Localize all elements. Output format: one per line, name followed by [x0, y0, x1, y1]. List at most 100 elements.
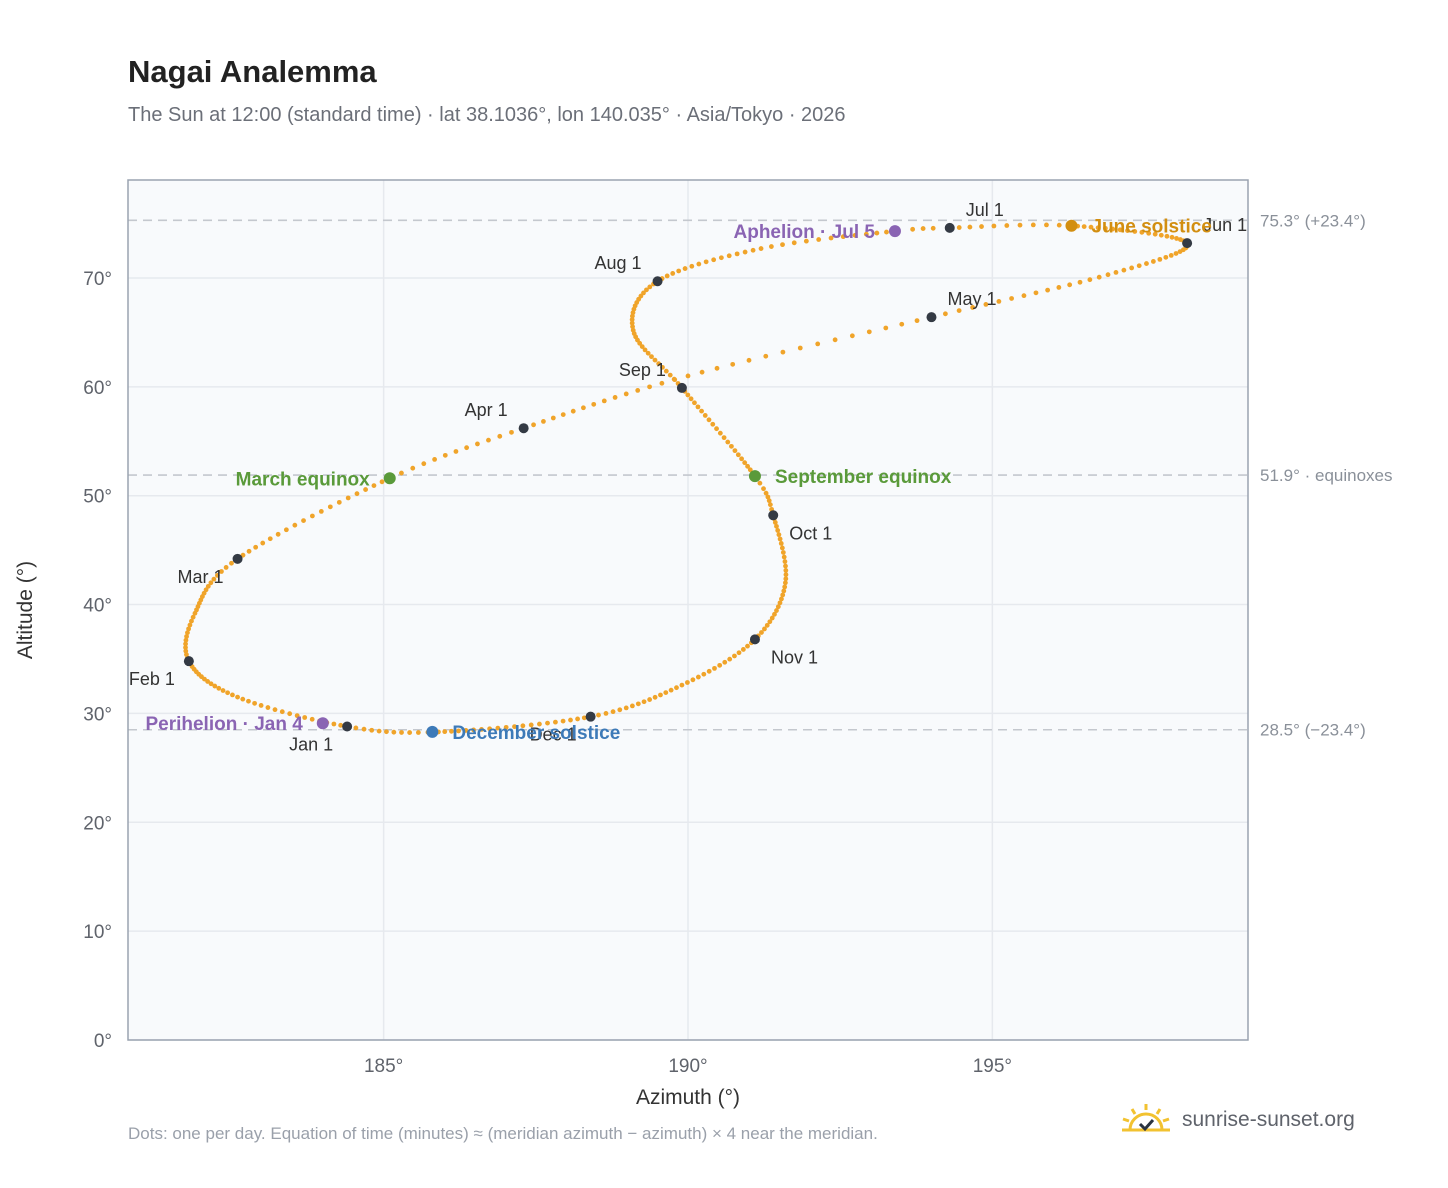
daily-dot	[309, 513, 315, 519]
daily-dot	[1102, 225, 1108, 231]
daily-dot	[410, 465, 416, 471]
daily-dot	[464, 445, 470, 451]
daily-dot	[591, 401, 597, 407]
daily-dot	[275, 531, 281, 537]
daily-dot	[1121, 267, 1127, 273]
daily-dot	[294, 713, 300, 719]
daily-dot	[1168, 252, 1174, 258]
daily-dot	[442, 729, 448, 735]
daily-dot	[354, 491, 360, 497]
month-marker	[652, 276, 663, 287]
daily-dot	[702, 413, 708, 418]
daily-dot	[581, 715, 587, 721]
daily-dot	[658, 692, 663, 698]
daily-dot	[849, 333, 855, 339]
event-marker	[383, 472, 396, 485]
daily-dot	[762, 626, 767, 632]
daily-dot	[840, 234, 846, 240]
daily-dot	[764, 622, 770, 628]
daily-dot	[185, 630, 190, 636]
daily-dot	[1158, 232, 1164, 238]
daily-dot	[369, 727, 375, 733]
daily-dot	[696, 261, 702, 267]
daily-dot	[866, 329, 872, 335]
daily-dot	[682, 266, 688, 271]
reference-line-label: 75.3° (+23.4°)	[1260, 211, 1366, 230]
daily-dot	[223, 565, 229, 570]
daily-dot	[979, 224, 984, 229]
daily-dot	[699, 408, 704, 414]
daily-dot	[570, 408, 576, 414]
daily-dot	[745, 463, 750, 469]
daily-dot	[553, 719, 558, 725]
month-label: Apr 1	[465, 400, 508, 420]
daily-dot	[1021, 293, 1027, 299]
daily-dot	[497, 433, 503, 439]
daily-dot	[659, 380, 665, 386]
daily-dot	[371, 483, 377, 489]
daily-dot	[617, 707, 623, 713]
daily-dot	[399, 730, 404, 735]
daily-dot	[644, 287, 649, 293]
daily-dot	[456, 728, 461, 734]
daily-dot	[545, 720, 550, 726]
daily-dot	[747, 467, 753, 473]
daily-dot	[183, 637, 189, 643]
daily-dot	[670, 271, 676, 276]
month-label: Jun 1	[1203, 215, 1247, 235]
daily-dot	[1081, 224, 1087, 230]
daily-dot	[421, 461, 427, 467]
daily-dot	[211, 576, 217, 582]
daily-dot	[253, 544, 259, 550]
y-tick-label: 60°	[83, 378, 112, 399]
daily-dot	[757, 480, 763, 486]
month-label: Feb 1	[129, 669, 175, 689]
daily-dot	[967, 224, 973, 230]
daily-dot	[727, 656, 733, 662]
daily-dot	[647, 697, 653, 702]
daily-dot	[769, 615, 775, 621]
daily-dot	[685, 392, 691, 398]
daily-dot	[1045, 287, 1051, 293]
daily-dot	[225, 690, 231, 696]
x-tick-label: 195°	[973, 1056, 1012, 1077]
daily-dot	[550, 415, 556, 421]
daily-dot	[432, 457, 438, 462]
daily-dot	[668, 687, 674, 693]
daily-dot	[774, 608, 779, 613]
event-label: March equinox	[236, 469, 371, 490]
daily-dot	[782, 580, 788, 586]
daily-dot	[635, 701, 641, 707]
daily-dot	[399, 470, 404, 476]
daily-dot	[581, 405, 586, 411]
daily-dot	[711, 257, 717, 263]
daily-dot	[991, 223, 997, 229]
daily-dot	[732, 653, 737, 659]
month-label: Jul 1	[966, 200, 1004, 220]
daily-dot	[612, 395, 618, 400]
daily-dot	[301, 518, 306, 523]
brand-text: sunrise-sunset.org	[1182, 1108, 1355, 1131]
daily-dot	[667, 372, 673, 378]
daily-dot	[1139, 229, 1145, 235]
brand-logo[interactable]: sunrise-sunset.org	[1120, 1102, 1355, 1138]
daily-dot	[815, 341, 821, 347]
daily-dot	[718, 255, 724, 261]
daily-dot	[363, 487, 368, 492]
daily-dot	[1152, 231, 1158, 237]
daily-dot	[183, 645, 188, 650]
month-marker	[944, 222, 955, 233]
event-markers: March equinox September equinox June solst…	[145, 217, 1211, 744]
daily-dot	[336, 499, 342, 505]
month-label: Mar 1	[178, 567, 224, 587]
daily-dot	[721, 435, 727, 441]
daily-dot	[1095, 225, 1101, 231]
daily-dot	[1077, 279, 1083, 285]
plot-frame	[127, 179, 1249, 1041]
event-label: September equinox	[775, 467, 952, 488]
reference-line-label: 28.5° (−23.4°)	[1260, 721, 1366, 740]
y-axis-label: Altitude (°)	[14, 561, 37, 659]
daily-dot	[781, 554, 787, 560]
daily-dot	[1044, 222, 1049, 228]
